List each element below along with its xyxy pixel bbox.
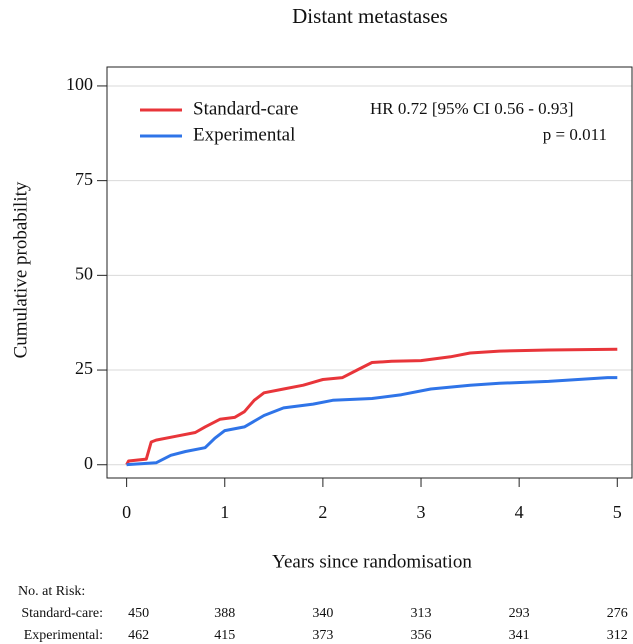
risk-value: 313 [411,606,432,621]
series-line [126,376,618,467]
risk-value: 450 [128,606,149,621]
risk-value: 276 [607,606,628,621]
series-line [125,347,618,466]
risk-value: 373 [312,628,333,643]
risk-value: 356 [411,628,432,643]
legend-label: Experimental [193,124,295,145]
risk-row-label: Experimental: [24,628,103,643]
risk-value: 415 [214,628,235,643]
x-tick-label: 1 [220,502,229,522]
annotation: HR 0.72 [95% CI 0.56 - 0.93] [370,99,574,118]
y-tick-label: 25 [75,358,93,378]
risk-value: 312 [607,628,628,643]
y-tick-label: 0 [84,453,93,473]
legend-label: Standard-care [193,98,299,119]
risk-value: 462 [128,628,149,643]
risk-value: 340 [312,606,333,621]
x-axis-label: Years since randomisation [272,551,472,572]
y-axis-label: Cumulative probability [10,181,31,358]
risk-value: 341 [509,628,530,643]
x-tick-label: 3 [417,502,426,522]
x-tick-label: 0 [122,502,131,522]
risk-title: No. at Risk: [18,584,85,599]
y-tick-label: 100 [66,74,93,94]
annotation: p = 0.011 [543,125,607,144]
y-tick-label: 50 [75,263,93,283]
y-tick-label: 75 [75,169,93,189]
risk-value: 293 [509,606,530,621]
risk-value: 388 [214,606,235,621]
x-tick-label: 5 [613,502,622,522]
chart-title: Distant metastases [292,4,448,28]
x-tick-label: 2 [318,502,327,522]
plot-frame [106,66,633,479]
x-tick-label: 4 [515,502,524,522]
risk-row-label: Standard-care: [21,606,103,621]
